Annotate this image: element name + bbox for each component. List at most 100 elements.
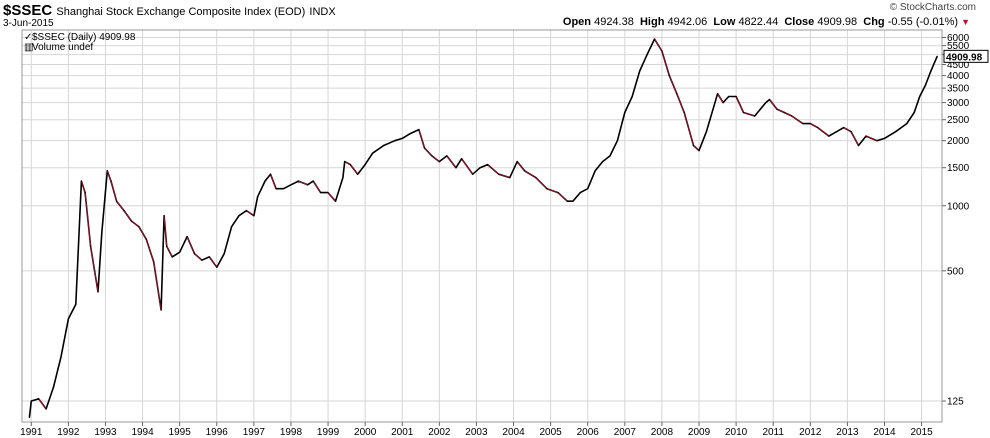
price-point <box>587 188 589 190</box>
price-point <box>297 180 299 182</box>
down-segment <box>784 112 792 117</box>
x-tick-label: 1997 <box>243 427 266 438</box>
price-point <box>601 161 604 163</box>
x-tick-label: 2000 <box>354 427 377 438</box>
down-segment <box>208 256 218 268</box>
price-point <box>30 400 32 402</box>
down-segment <box>349 164 359 175</box>
price-point <box>307 184 309 186</box>
price-point <box>290 184 292 186</box>
open-value: 4924.38 <box>594 16 634 28</box>
down-segment <box>166 246 173 258</box>
x-tick-label: 2014 <box>873 427 896 438</box>
y-tick-label: 2000 <box>947 136 970 147</box>
plot-frame <box>21 29 943 423</box>
price-point <box>75 303 77 305</box>
y-tick-label: 2500 <box>947 115 970 126</box>
x-tick-label: 2013 <box>836 427 859 438</box>
price-point <box>344 161 346 163</box>
price-point <box>742 111 745 114</box>
price-point <box>776 108 778 110</box>
down-segment <box>431 155 440 162</box>
y-tick-label: 4500 <box>947 60 970 71</box>
price-point <box>883 137 886 139</box>
price-point <box>594 170 596 172</box>
exchange-label: INDX <box>309 6 336 18</box>
down-segment <box>131 220 140 228</box>
x-tick-label: 2002 <box>428 427 451 438</box>
last-value-box <box>943 49 989 63</box>
price-series <box>28 38 938 419</box>
price-point <box>716 93 719 95</box>
price-point <box>566 200 568 202</box>
price-point <box>455 167 457 169</box>
down-segment <box>145 239 155 263</box>
down-segment <box>110 181 118 202</box>
price-point <box>123 209 125 212</box>
x-tick-label: 2001 <box>391 427 414 438</box>
price-point <box>817 126 819 129</box>
price-point <box>919 95 921 98</box>
x-tick-label: 1991 <box>20 427 43 438</box>
down-segment <box>90 246 99 292</box>
down-segment <box>850 131 859 146</box>
down-segment <box>865 135 878 142</box>
down-segment <box>683 112 694 146</box>
price-point <box>579 192 581 194</box>
down-segment <box>743 112 755 117</box>
legend-volume: Volume undef <box>32 42 93 53</box>
price-point <box>616 140 619 142</box>
price-point <box>269 173 272 175</box>
down-segment <box>776 108 785 113</box>
price-point <box>423 147 426 149</box>
price-point <box>334 200 337 202</box>
price-point <box>802 122 804 125</box>
price-point <box>349 164 351 166</box>
down-segment <box>327 192 336 202</box>
price-point <box>631 95 633 98</box>
price-point <box>913 111 915 114</box>
stockcharts-brand[interactable]: © StockCharts.com <box>889 2 976 13</box>
price-point <box>245 209 248 212</box>
x-tick-label: 2011 <box>762 427 784 438</box>
price-point <box>431 155 433 157</box>
price-point <box>145 238 147 240</box>
price-point <box>106 170 108 172</box>
down-segment <box>843 127 852 133</box>
chart-header: $SSEC Shanghai Stock Exchange Composite … <box>0 0 990 30</box>
price-point <box>320 192 322 194</box>
price-point <box>546 188 548 190</box>
price-point <box>754 115 756 117</box>
x-tick-label: 2006 <box>577 427 600 438</box>
price-point <box>371 152 374 154</box>
y-tick-label: 5500 <box>947 41 970 52</box>
price-point <box>646 54 648 56</box>
x-tick-label: 1996 <box>206 427 229 438</box>
grid-lines <box>22 30 942 422</box>
price-point <box>936 55 938 57</box>
down-segment <box>654 38 663 52</box>
down-segment <box>446 155 457 168</box>
price-point <box>45 408 47 410</box>
y-tick-label: 3500 <box>947 84 970 95</box>
x-axis: 1991 1992 1993 1994 1995 1996 1997 1998 1999 2000… <box>20 422 933 438</box>
down-segment <box>38 398 47 410</box>
price-point <box>876 140 878 142</box>
price-point <box>906 122 908 125</box>
price-point <box>705 131 708 133</box>
price-point <box>312 180 314 182</box>
price-point <box>216 266 218 268</box>
price-point <box>275 188 277 190</box>
y-tick-label: 1500 <box>947 163 970 174</box>
x-tick-label: 1999 <box>317 427 340 438</box>
x-tick-label: 1995 <box>169 427 192 438</box>
y-tick-label: 6000 <box>947 33 970 44</box>
price-point <box>486 164 489 166</box>
price-point <box>282 188 285 190</box>
x-tick-label: 1994 <box>131 427 154 438</box>
price-point <box>446 155 448 157</box>
price-point <box>438 161 440 163</box>
low-value: 4822.44 <box>738 16 779 28</box>
chart-legend: ✓ $SSEC (Daily) 4909.98 ▥ Volume undef <box>24 32 136 53</box>
